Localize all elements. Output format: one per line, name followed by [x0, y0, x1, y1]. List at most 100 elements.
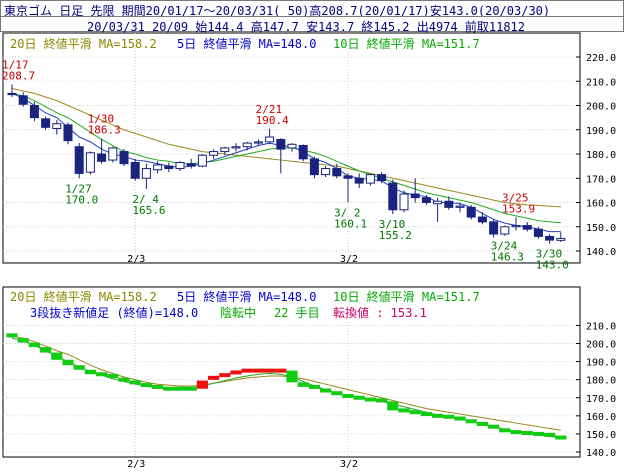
trend-state: 陰転中	[220, 305, 256, 320]
y-tick-label: 160.0	[586, 412, 616, 423]
legend-ma10: 10日 終値平滑 MA=151.7	[333, 36, 480, 51]
candle-body	[433, 200, 443, 205]
candle-body	[377, 174, 387, 182]
candle-body	[455, 205, 465, 208]
newprice-bar	[521, 431, 533, 436]
newprice-bar	[73, 365, 85, 370]
y-tick-label: 150.0	[586, 223, 616, 234]
newprice-bar	[174, 386, 186, 391]
candle-body	[119, 151, 129, 165]
peak-value-label: 190.4	[256, 114, 289, 127]
peak-date-label: 3/24	[491, 240, 518, 253]
newprice-bar	[129, 380, 141, 385]
candle-body	[321, 168, 331, 176]
newprice-bar	[28, 342, 40, 348]
candle-body	[108, 147, 118, 161]
newprice-bar	[196, 380, 208, 389]
y-tick-label: 170.0	[586, 174, 616, 185]
newprice-bar	[96, 372, 108, 377]
newprice-bar	[6, 333, 18, 338]
candle-body	[74, 146, 84, 174]
candle-body	[489, 221, 499, 235]
newprice-bar	[51, 352, 63, 360]
peak-value-label: 170.0	[65, 193, 98, 206]
newprice-bar	[286, 370, 298, 383]
newprice-bar	[17, 338, 29, 343]
newprice-bar	[297, 382, 309, 387]
newprice-bar	[499, 428, 511, 433]
y-tick-label: 170.0	[586, 394, 616, 405]
y-tick-label: 220.0	[586, 53, 616, 64]
newprice-bar	[40, 347, 52, 353]
x-tick-label: 3/2	[340, 459, 358, 470]
newprice-bar	[409, 410, 421, 415]
y-tick-label: 140.0	[586, 247, 616, 258]
y-tick-label: 180.0	[586, 150, 616, 161]
reversal-value: 転換値 : 153.1	[333, 305, 427, 320]
peak-date-label: 3/30	[536, 248, 563, 261]
bar-count: 22 手目	[274, 306, 320, 320]
candle-body	[399, 193, 409, 211]
peak-date-label: 2/ 4	[132, 193, 159, 206]
peak-date-label: 3/25	[502, 191, 529, 204]
peak-value-label: 186.3	[88, 124, 121, 137]
legend-ma10-lower: 10日 終値平滑 MA=151.7	[333, 289, 480, 304]
candle-body	[175, 161, 185, 170]
newprice-bar	[219, 373, 231, 378]
peak-value-label: 153.9	[502, 202, 535, 215]
newprice-bar	[152, 384, 164, 389]
quote-line: 20/03/31 20/09 始144.4 高147.7 安143.7 終145…	[87, 20, 526, 34]
newprice-bar	[331, 391, 343, 396]
candle-body	[287, 143, 297, 149]
newprice-bar	[387, 401, 399, 411]
newprice-bar	[454, 416, 466, 421]
candle-body	[354, 177, 364, 184]
newprice-bar	[252, 368, 264, 373]
peak-value-label: 146.3	[491, 251, 524, 264]
newprice-bar	[398, 408, 410, 413]
candle-body	[511, 225, 521, 228]
newprice-bar	[84, 369, 96, 375]
newprice-bar	[510, 430, 522, 435]
candle-body	[298, 145, 308, 160]
candle-body	[388, 182, 398, 211]
candle-body	[253, 141, 263, 144]
newprice-bar	[443, 414, 455, 419]
newprice-bar	[420, 412, 432, 417]
candle-body	[533, 228, 543, 237]
peak-date-label: 1/27	[65, 182, 92, 195]
candle-body	[444, 200, 454, 208]
newprice-bar	[163, 386, 175, 391]
candle-body	[141, 168, 151, 179]
x-tick-label: 2/3	[127, 459, 145, 470]
peak-date-label: 2/21	[256, 103, 283, 116]
newprice-bar	[432, 413, 444, 418]
peak-date-label: 1/30	[88, 113, 115, 126]
x-tick-label: 3/2	[340, 254, 358, 265]
chart-title: 東京ゴム 日足 先限 期間20/01/17～20/03/31( 50)高208.…	[4, 4, 551, 18]
newprice-bar	[353, 395, 365, 400]
candle-body	[410, 193, 420, 199]
y-tick-label: 190.0	[586, 126, 616, 137]
candle-body	[41, 118, 51, 128]
candle-body	[153, 164, 163, 171]
legend-ma5-lower: 5日 終値平滑 MA=148.0	[177, 289, 316, 304]
candle-body	[231, 146, 241, 149]
candle-body	[522, 225, 532, 230]
newprice-bar	[465, 419, 477, 424]
newprice-bar	[107, 374, 119, 379]
peak-value-label: 165.6	[132, 204, 165, 217]
candle-body	[276, 138, 286, 150]
peak-value-label: 208.7	[2, 69, 35, 82]
newprice-bar	[488, 424, 500, 429]
candle-body	[52, 123, 62, 130]
candle-body	[466, 206, 476, 218]
newprice-bar	[241, 368, 253, 373]
y-tick-label: 180.0	[586, 376, 616, 387]
x-tick-label: 2/3	[127, 254, 145, 265]
candle-body	[332, 168, 342, 177]
candle-body	[309, 158, 319, 176]
newprice-bar	[62, 359, 74, 366]
newprice-bar	[230, 370, 242, 375]
